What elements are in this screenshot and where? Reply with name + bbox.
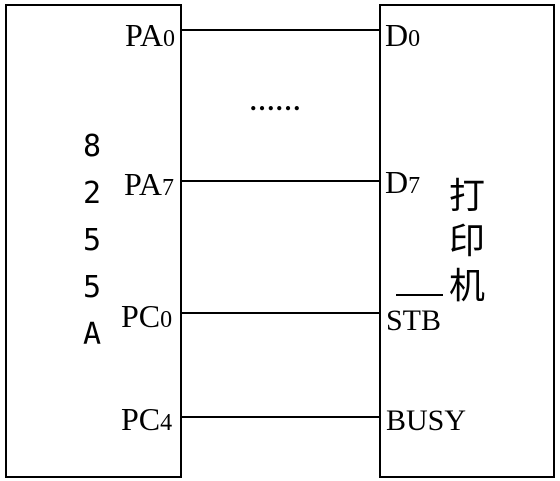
- chip-name-char: 2: [83, 176, 101, 211]
- pin-label-busy: BUSY: [386, 404, 466, 437]
- printer-name-char: 打: [449, 176, 485, 217]
- pin-label-pc4: PC4: [121, 401, 172, 437]
- pin-label-stb: STB: [386, 304, 441, 337]
- chip-name-char: 5: [83, 270, 101, 305]
- printer-name-char: 机: [449, 266, 485, 307]
- chip-name-char: 5: [83, 223, 101, 258]
- printer-box: [379, 4, 555, 478]
- chip-name-char: A: [83, 317, 101, 352]
- pin-label-d0: D0: [385, 17, 420, 53]
- printer-name-char: 印: [449, 221, 485, 262]
- chip-name-char: 8: [83, 129, 101, 164]
- pin-label-d7: D7: [385, 164, 420, 200]
- ellipsis: ……: [249, 87, 301, 116]
- pin-label-pa0: PA0: [125, 17, 175, 53]
- pin-label-pc0: PC0: [121, 298, 172, 334]
- pin-label-pa7: PA7: [124, 166, 174, 202]
- chip-8255a-box: [5, 4, 182, 478]
